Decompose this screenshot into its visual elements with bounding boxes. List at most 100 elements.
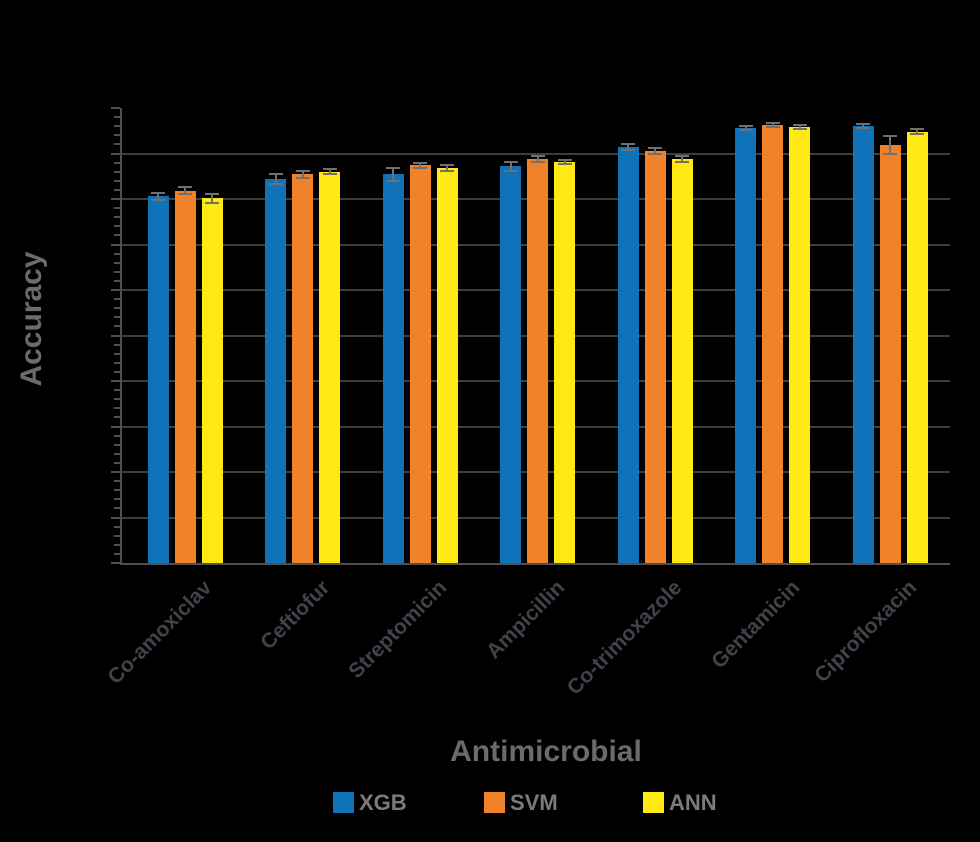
error-bar-cap-top [883, 135, 898, 138]
bar-xgb-co-amoxiclav [147, 196, 169, 565]
error-bar-cap-top [856, 123, 871, 126]
y-axis-minor-tick [114, 125, 120, 128]
error-bar-cap-top [205, 192, 219, 195]
y-axis-minor-tick [114, 480, 120, 483]
error-bar-cap-top [386, 167, 401, 170]
bar-ann-co-trimoxazole [671, 158, 693, 565]
error-bar-cap-top [178, 186, 192, 189]
y-axis-minor-tick [114, 298, 120, 301]
y-axis-minor-tick [114, 270, 120, 273]
y-axis-major-tick [111, 562, 120, 564]
error-bar-cap-top [322, 167, 337, 170]
y-axis-minor-tick [114, 252, 120, 255]
y-axis-major-tick [111, 107, 120, 109]
error-bar-cap-top [413, 161, 428, 164]
y-axis-minor-tick [114, 434, 120, 437]
y-axis-minor-tick [114, 389, 120, 392]
error-bar [889, 136, 892, 155]
y-axis-minor-tick [114, 543, 120, 546]
bar-svm-gentamicin [762, 125, 784, 565]
error-bar [627, 144, 630, 150]
bar-ann-co-amoxiclav [201, 198, 223, 565]
error-bar-cap-bottom [386, 179, 401, 182]
bar-xgb-ampicillin [500, 166, 522, 565]
y-axis-major-tick [111, 198, 120, 200]
error-bar [328, 168, 331, 175]
error-bar-cap-bottom [883, 153, 898, 156]
y-axis-minor-tick [114, 498, 120, 501]
error-bar-cap-bottom [738, 128, 753, 131]
legend-label-ann: ANN [669, 790, 717, 815]
x-axis-line [120, 563, 950, 565]
y-axis-minor-tick [114, 443, 120, 446]
error-bar-cap-bottom [910, 133, 925, 136]
y-axis-minor-tick [114, 261, 120, 264]
error-bar [157, 192, 159, 200]
error-bar-cap-bottom [440, 169, 455, 172]
y-axis-minor-tick [114, 325, 120, 328]
error-bar-cap-top [792, 124, 807, 127]
y-axis-minor-tick [114, 161, 120, 164]
y-axis-minor-tick [114, 207, 120, 210]
error-bar-cap-top [151, 191, 165, 194]
y-axis-minor-tick [114, 188, 120, 191]
error-bar [654, 148, 657, 154]
y-axis-minor-tick [114, 216, 120, 219]
bar-xgb-streptomicin [382, 174, 404, 565]
error-bar-cap-top [295, 169, 310, 172]
error-bar-cap-top [440, 164, 455, 167]
error-bar [798, 125, 801, 129]
y-axis-minor-tick [114, 534, 120, 537]
y-axis-minor-tick [114, 170, 120, 173]
y-axis-minor-tick [114, 116, 120, 119]
bar-ann-streptomicin [436, 168, 458, 565]
error-bar [681, 156, 684, 162]
error-bar-cap-top [503, 160, 518, 163]
error-bar-cap-bottom [295, 177, 310, 180]
error-bar-cap-bottom [413, 167, 428, 170]
bar-svm-streptomicin [409, 165, 431, 565]
bar-svm-ampicillin [527, 158, 549, 565]
category-label-ciprofloxacin: Ciprofloxacin [810, 576, 922, 688]
bar-ann-ceftiofur [319, 171, 341, 565]
error-bar [184, 187, 186, 195]
bar-svm-co-trimoxazole [644, 150, 666, 565]
bar-ann-ampicillin [554, 161, 576, 565]
bar-xgb-gentamicin [735, 128, 757, 565]
bar-ann-ciprofloxacin [906, 131, 928, 565]
y-axis-minor-tick [114, 525, 120, 528]
error-bar-cap-top [268, 173, 283, 176]
error-bar-cap-bottom [205, 201, 219, 204]
error-bar [274, 174, 277, 184]
y-axis-minor-tick [114, 179, 120, 182]
error-bar [211, 193, 213, 203]
error-bar-cap-bottom [765, 126, 780, 129]
error-bar-cap-bottom [792, 127, 807, 130]
error-bar [563, 159, 566, 164]
y-axis-minor-tick [114, 234, 120, 237]
bar-xgb-co-trimoxazole [617, 147, 639, 565]
y-axis-minor-tick [114, 225, 120, 228]
category-label-ceftiofur: Ceftiofur [255, 576, 334, 655]
error-bar [862, 124, 865, 128]
y-axis-major-tick [111, 471, 120, 473]
error-bar-cap-bottom [322, 173, 337, 176]
y-axis-minor-tick [114, 552, 120, 555]
error-bar-cap-top [530, 155, 545, 158]
error-bar-cap-bottom [503, 169, 518, 172]
error-bar-cap-top [621, 143, 636, 146]
y-axis-minor-tick [114, 407, 120, 410]
y-axis-minor-tick [114, 461, 120, 464]
y-gridline [122, 152, 950, 155]
legend-swatch-xgb [333, 792, 354, 813]
y-axis-minor-tick [114, 143, 120, 146]
x-axis-title: Antimicrobial [450, 735, 642, 768]
y-axis-minor-tick [114, 370, 120, 373]
y-axis-minor-tick [114, 279, 120, 282]
y-axis-minor-tick [114, 507, 120, 510]
error-bar-cap-top [738, 125, 753, 128]
error-bar [916, 128, 919, 135]
bar-xgb-ciprofloxacin [852, 126, 874, 565]
error-bar-cap-bottom [557, 162, 572, 165]
